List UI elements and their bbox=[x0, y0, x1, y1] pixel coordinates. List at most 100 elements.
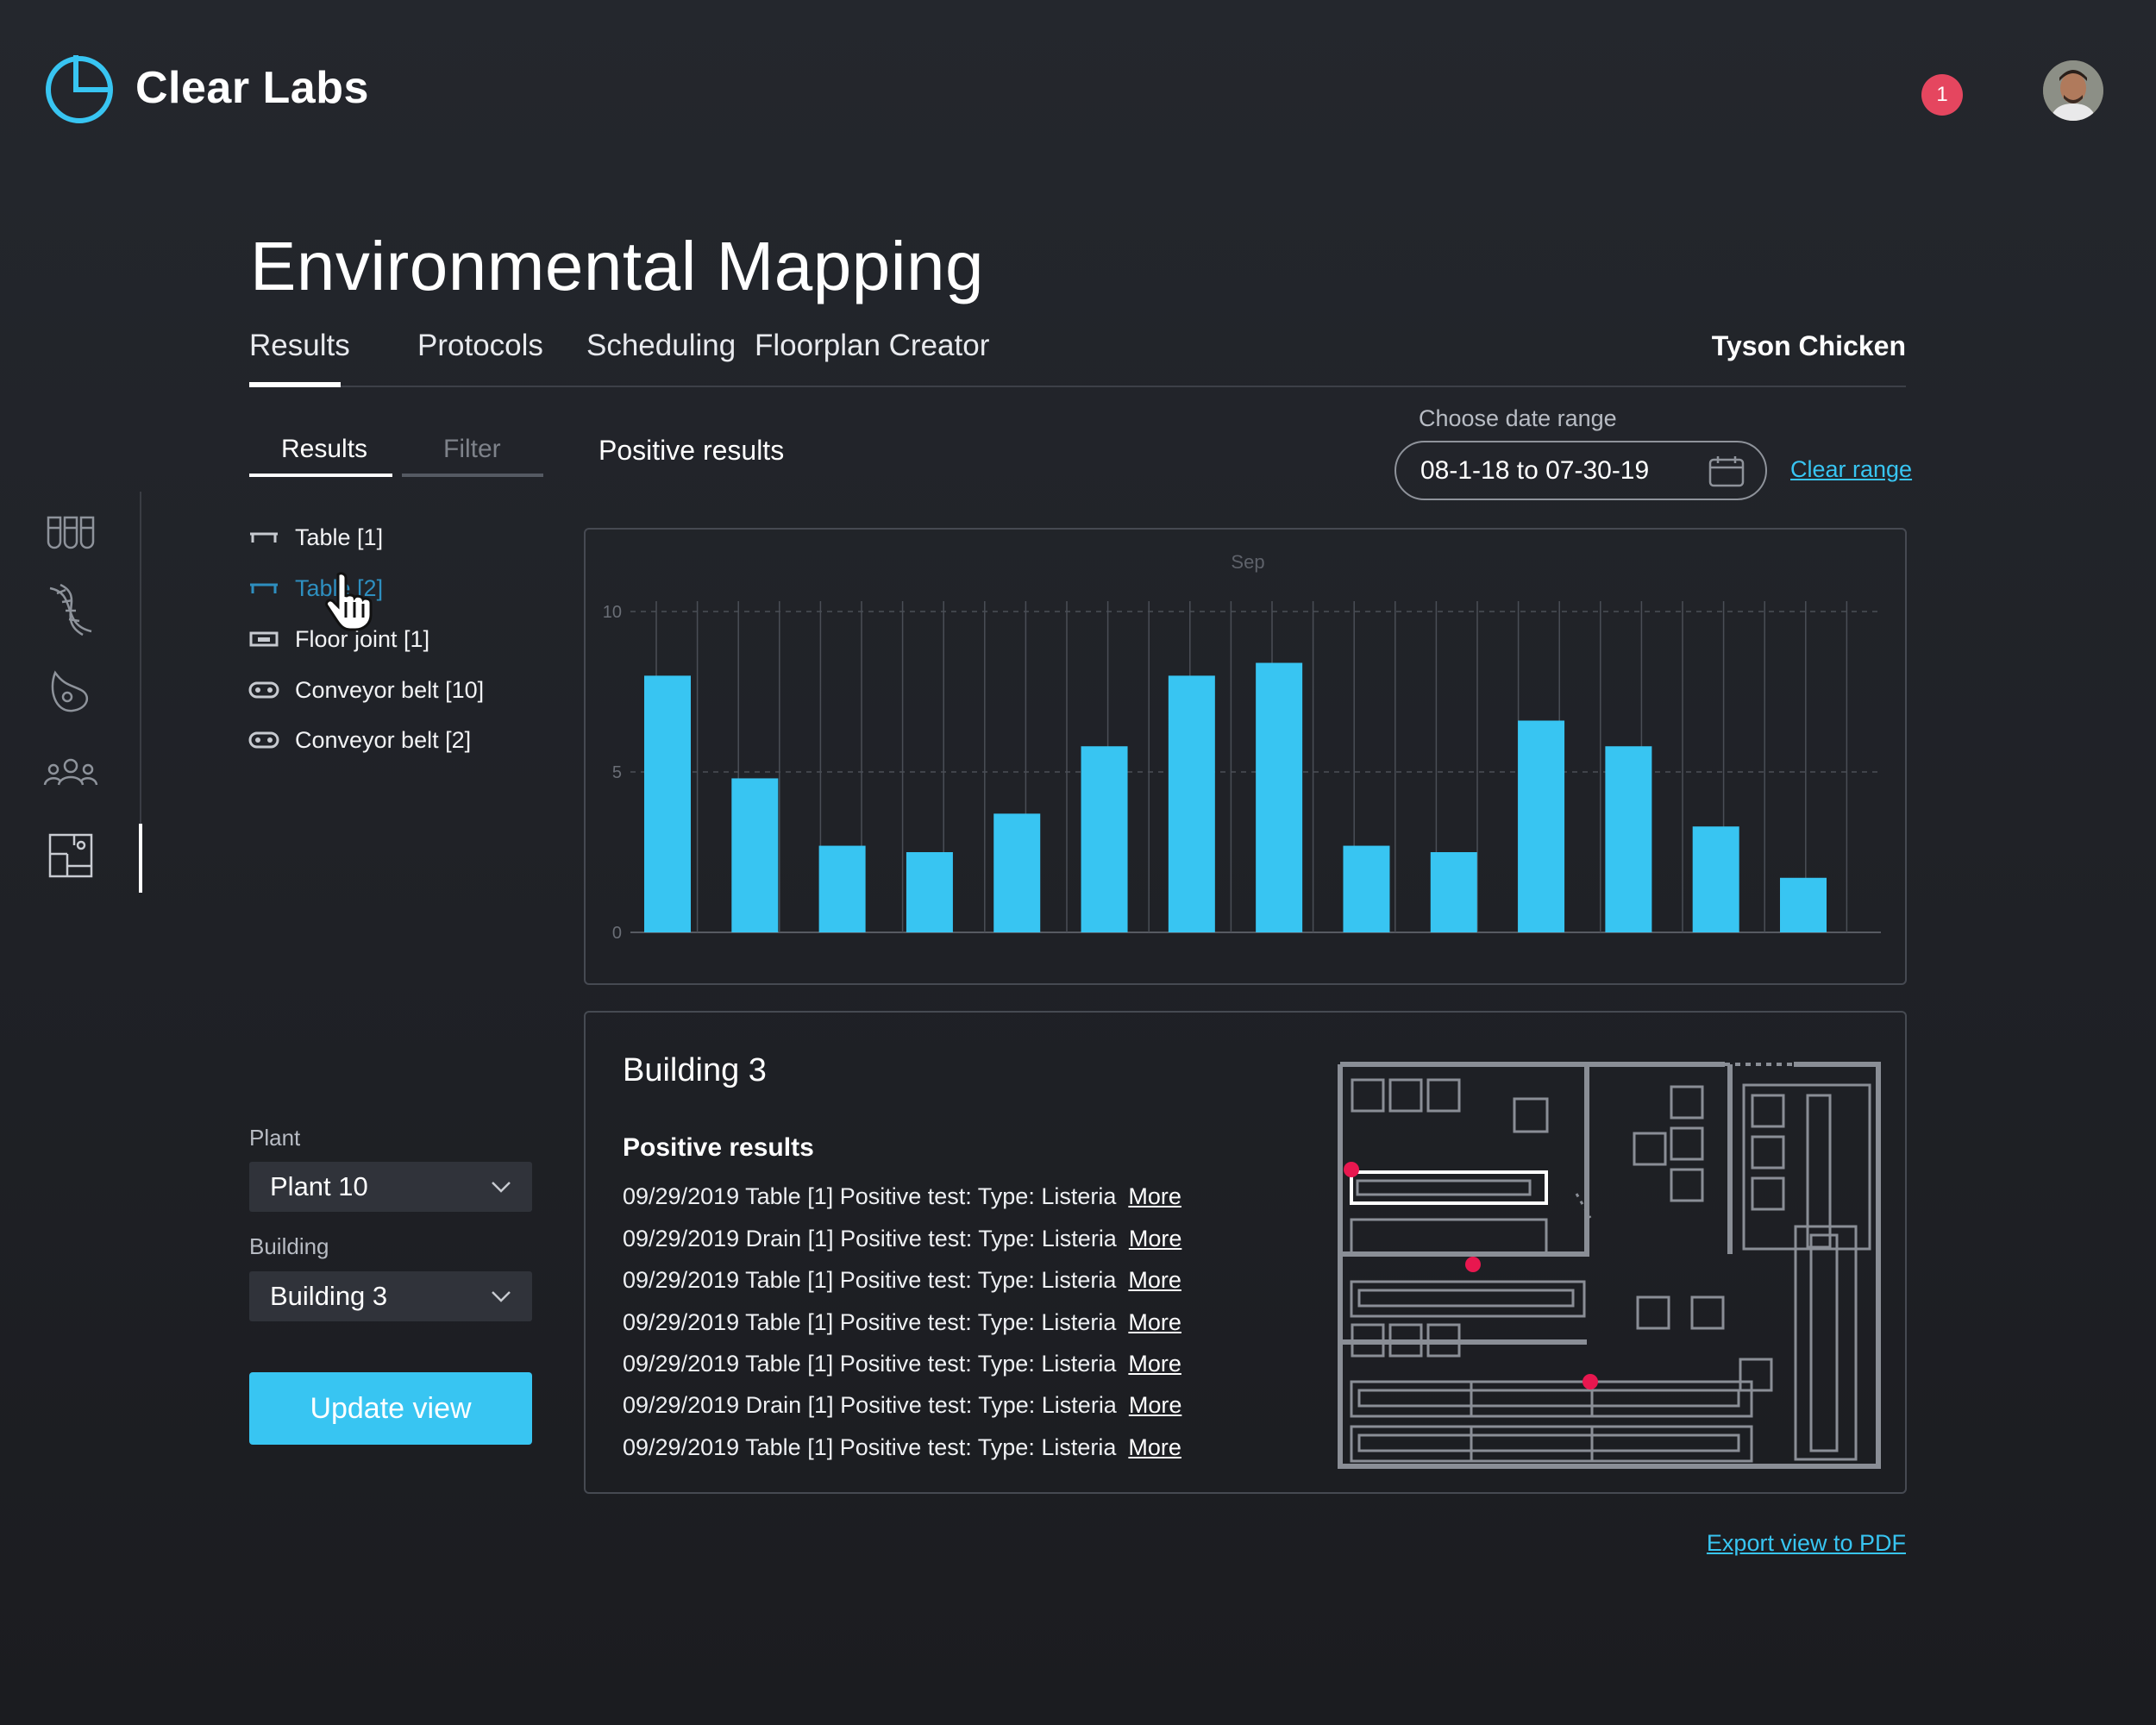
positive-results-title: Positive results bbox=[599, 435, 785, 466]
date-range-value: 08-1-18 to 07-30-19 bbox=[1420, 455, 1650, 485]
location-label: Conveyor belt [10] bbox=[295, 676, 485, 703]
location-label: Floor joint [1] bbox=[295, 625, 430, 652]
building-panel: Building 3 Positive results 09/29/2019 T… bbox=[584, 1011, 1907, 1494]
location-item-table-1[interactable]: Table [1] bbox=[248, 520, 383, 555]
positive-result-markers bbox=[1344, 1162, 1598, 1389]
plant-label: Plant bbox=[249, 1125, 301, 1151]
chart-bar[interactable] bbox=[1343, 845, 1390, 932]
chart-bar[interactable] bbox=[731, 778, 779, 932]
tabs-divider bbox=[250, 386, 1906, 387]
more-link[interactable]: More bbox=[1128, 1309, 1181, 1335]
building-select[interactable]: Building 3 bbox=[249, 1271, 532, 1321]
building-positive-results-heading: Positive results bbox=[623, 1133, 814, 1162]
y-tick-label: 0 bbox=[612, 924, 622, 943]
update-view-button[interactable]: Update view bbox=[249, 1372, 532, 1445]
user-avatar[interactable] bbox=[2043, 60, 2103, 121]
result-row: 09/29/2019 Table [1] Positive test: Type… bbox=[623, 1183, 1181, 1210]
rail-active-indicator bbox=[139, 824, 142, 893]
test-tubes-icon[interactable] bbox=[43, 504, 98, 559]
building-title: Building 3 bbox=[623, 1052, 767, 1088]
conveyor-belt-icon bbox=[248, 681, 279, 699]
active-tab-indicator bbox=[249, 382, 341, 387]
location-label: Conveyor belt [2] bbox=[295, 726, 472, 753]
positive-marker[interactable] bbox=[1465, 1257, 1481, 1272]
y-tick-label: 5 bbox=[612, 763, 622, 782]
subtab-inactive-indicator bbox=[402, 474, 543, 477]
export-pdf-link[interactable]: Export view to PDF bbox=[1706, 1530, 1906, 1556]
y-tick-label: 10 bbox=[603, 603, 622, 622]
result-row: 09/29/2019 Table [1] Positive test: Type… bbox=[623, 1351, 1181, 1377]
more-link[interactable]: More bbox=[1128, 1434, 1181, 1460]
date-range-input[interactable]: 08-1-18 to 07-30-19 bbox=[1395, 441, 1767, 500]
result-text: 09/29/2019 Table [1] Positive test: Type… bbox=[623, 1434, 1117, 1460]
tab-protocols[interactable]: Protocols bbox=[417, 329, 543, 362]
page-title: Environmental Mapping bbox=[250, 228, 984, 304]
chart-bar[interactable] bbox=[993, 813, 1041, 932]
tab-floorplan-creator[interactable]: Floorplan Creator bbox=[755, 329, 990, 362]
result-text: 09/29/2019 Table [1] Positive test: Type… bbox=[623, 1351, 1117, 1377]
chart-bar[interactable] bbox=[1605, 746, 1652, 932]
calendar-icon[interactable] bbox=[1708, 455, 1745, 487]
user-avatar-image bbox=[2043, 60, 2103, 121]
floorplan-icon[interactable] bbox=[43, 828, 98, 883]
location-item-conveyor-belt-2[interactable]: Conveyor belt [2] bbox=[248, 723, 471, 757]
result-text: 09/29/2019 Table [1] Positive test: Type… bbox=[623, 1183, 1117, 1209]
tab-results[interactable]: Results bbox=[249, 329, 350, 362]
chart-bar[interactable] bbox=[818, 845, 866, 932]
clear-labs-logo-icon[interactable] bbox=[43, 50, 116, 124]
subtab-results[interactable]: Results bbox=[281, 435, 368, 463]
dna-icon[interactable] bbox=[43, 581, 98, 637]
building-floorplan[interactable] bbox=[1337, 1038, 1882, 1470]
tab-scheduling[interactable]: Scheduling bbox=[586, 329, 736, 362]
subtab-filter[interactable]: Filter bbox=[443, 435, 501, 463]
app-name: Clear Labs bbox=[135, 63, 369, 113]
more-link[interactable]: More bbox=[1128, 1267, 1181, 1293]
result-row: 09/29/2019 Drain [1] Positive test: Type… bbox=[623, 1226, 1181, 1252]
table-icon bbox=[250, 583, 278, 593]
result-row: 09/29/2019 Table [1] Positive test: Type… bbox=[623, 1434, 1181, 1461]
rail-divider bbox=[140, 492, 141, 893]
chart-bar[interactable] bbox=[644, 675, 691, 932]
client-name: Tyson Chicken bbox=[1711, 330, 1906, 361]
chart-bar[interactable] bbox=[1518, 720, 1565, 932]
pathogen-icon[interactable] bbox=[43, 664, 98, 719]
clear-range-link[interactable]: Clear range bbox=[1790, 456, 1913, 482]
conveyor-belt-icon bbox=[248, 731, 279, 749]
result-row: 09/29/2019 Table [1] Positive test: Type… bbox=[623, 1309, 1181, 1336]
chart-bar[interactable] bbox=[1780, 877, 1827, 932]
plant-value: Plant 10 bbox=[270, 1171, 368, 1201]
building-label: Building bbox=[249, 1233, 329, 1259]
notification-badge[interactable]: 1 bbox=[1921, 74, 1963, 116]
result-row: 09/29/2019 Drain [1] Positive test: Type… bbox=[623, 1392, 1181, 1419]
results-chart-panel: Sep 0 5 10 bbox=[584, 528, 1907, 985]
date-range-label: Choose date range bbox=[1419, 405, 1617, 431]
chart-bar[interactable] bbox=[1430, 852, 1477, 932]
chevron-down-icon bbox=[492, 1182, 511, 1193]
chart-bar[interactable] bbox=[1692, 826, 1739, 932]
results-bar-chart: Sep 0 5 10 bbox=[603, 551, 1881, 943]
chart-bar[interactable] bbox=[1256, 662, 1303, 932]
positive-marker[interactable] bbox=[1344, 1162, 1359, 1177]
plant-select[interactable]: Plant 10 bbox=[249, 1162, 532, 1212]
result-text: 09/29/2019 Drain [1] Positive test: Type… bbox=[623, 1226, 1117, 1251]
table-icon bbox=[250, 532, 278, 543]
location-item-conveyor-belt-10[interactable]: Conveyor belt [10] bbox=[248, 673, 484, 707]
chart-bar[interactable] bbox=[1081, 746, 1128, 932]
location-item-floor-joint-1[interactable]: Floor joint [1] bbox=[248, 622, 429, 656]
subtab-active-indicator bbox=[249, 474, 392, 477]
more-link[interactable]: More bbox=[1128, 1226, 1182, 1251]
floor-joint-icon bbox=[249, 631, 279, 647]
positive-marker[interactable] bbox=[1583, 1374, 1598, 1389]
result-text: 09/29/2019 Drain [1] Positive test: Type… bbox=[623, 1392, 1117, 1418]
more-link[interactable]: More bbox=[1128, 1183, 1181, 1209]
chart-bar[interactable] bbox=[906, 852, 953, 932]
building-value: Building 3 bbox=[270, 1281, 388, 1311]
chart-title: Sep bbox=[1231, 551, 1264, 573]
more-link[interactable]: More bbox=[1128, 1392, 1182, 1418]
chart-bar[interactable] bbox=[1168, 675, 1215, 932]
hand-cursor-icon bbox=[325, 572, 373, 631]
more-link[interactable]: More bbox=[1128, 1351, 1181, 1377]
people-icon[interactable] bbox=[43, 745, 98, 800]
result-text: 09/29/2019 Table [1] Positive test: Type… bbox=[623, 1267, 1117, 1293]
chevron-down-icon bbox=[492, 1291, 511, 1302]
